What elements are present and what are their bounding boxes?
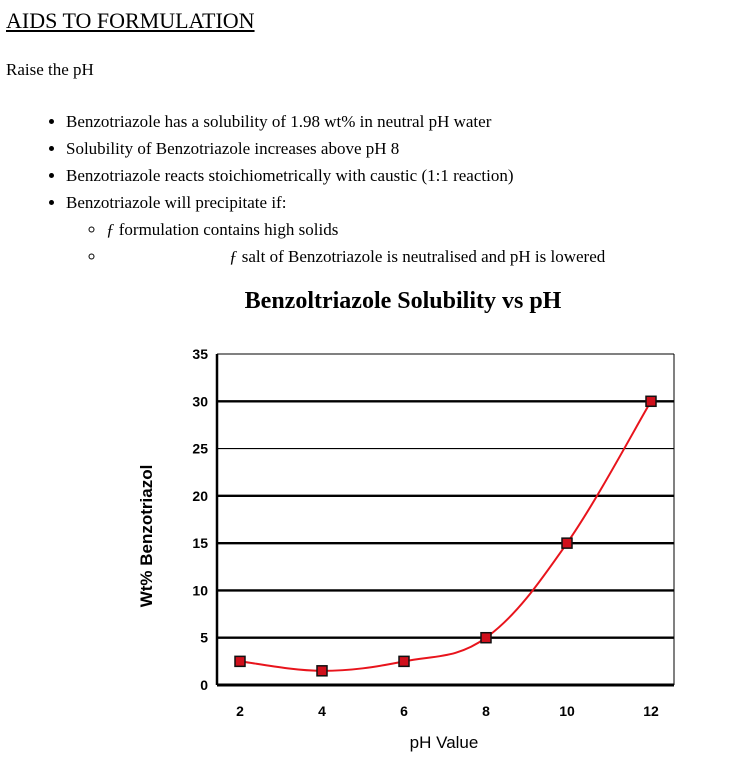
y-axis-label: Wt% Benzotriazol	[137, 465, 156, 608]
bullet-item: Benzotriazole has a solubility of 1.98 w…	[66, 108, 605, 135]
x-axis-label: pH Value	[410, 733, 479, 752]
data-point	[234, 655, 246, 668]
data-point	[645, 395, 657, 408]
f-symbol: ƒ	[229, 247, 238, 266]
y-tick-label: 0	[200, 677, 208, 693]
sub-bullet-item: ƒ formulation contains high solids	[106, 216, 605, 243]
y-tick-label: 20	[192, 488, 208, 504]
data-point	[561, 537, 573, 549]
y-tick-label: 30	[192, 393, 208, 409]
solubility-chart: 0 5 10 15 20 25 30 35 2 4 6 8 10 12 Wt% Benzotriazol…	[137, 346, 675, 752]
bullet-item: Benzotriazole reacts stoichiometrically …	[66, 162, 605, 189]
y-tick-label: 10	[192, 582, 208, 598]
y-tick-label: 35	[192, 346, 208, 362]
sub-bullet-list: ƒ formulation contains high solids ƒ sal…	[66, 216, 605, 270]
f-symbol: ƒ	[106, 220, 115, 239]
x-tick-labels: 2 4 6 8 10 12	[236, 703, 659, 719]
sub-bullet-text: salt of Benzotriazole is neutralised and…	[237, 247, 606, 266]
intro-text: Raise the pH	[6, 60, 94, 79]
x-tick-label: 4	[318, 703, 326, 719]
bullet-list: Benzotriazole has a solubility of 1.98 w…	[30, 108, 605, 270]
y-tick-labels: 0 5 10 15 20 25 30 35	[192, 346, 208, 693]
x-tick-label: 6	[400, 703, 408, 719]
sub-bullet-item: ƒ salt of Benzotriazole is neutralised a…	[106, 243, 605, 270]
data-point	[398, 655, 410, 668]
y-tick-label: 5	[200, 630, 208, 646]
y-tick-label: 25	[192, 441, 208, 457]
page-heading: AIDS TO FORMULATION	[6, 8, 255, 33]
bullet-item: Benzotriazole will precipitate if: ƒ for…	[66, 189, 605, 270]
chart-title: Benzoltriazole Solubility vs pH	[244, 288, 562, 314]
y-tick-label: 15	[192, 535, 208, 551]
x-tick-label: 12	[643, 703, 659, 719]
chart-axes	[215, 353, 675, 687]
x-tick-label: 10	[559, 703, 575, 719]
chart-series	[234, 395, 657, 677]
x-tick-label: 2	[236, 703, 244, 719]
x-tick-label: 8	[482, 703, 490, 719]
chart-gridlines	[217, 400, 674, 639]
data-point	[480, 631, 492, 644]
bullet-item: Solubility of Benzotriazole increases ab…	[66, 135, 605, 162]
series-line	[239, 400, 652, 672]
bullet-item-text: Benzotriazole will precipitate if:	[66, 193, 287, 212]
sub-bullet-text: formulation contains high solids	[114, 220, 339, 239]
data-point	[316, 665, 328, 677]
